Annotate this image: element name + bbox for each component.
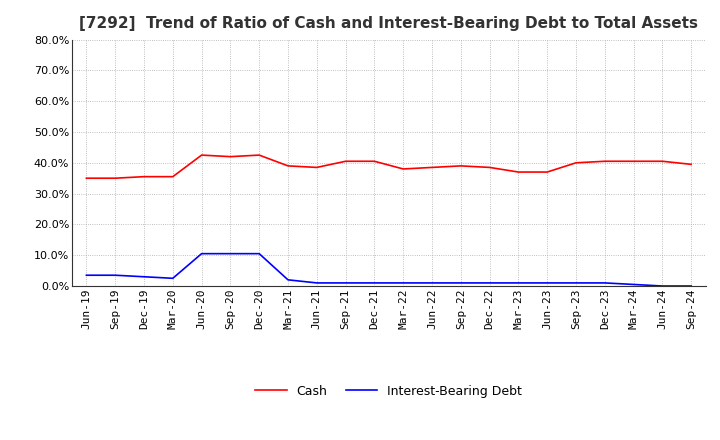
Cash <box>197 152 206 158</box>
Interest-Bearing Debt <box>197 251 206 256</box>
Interest-Bearing Debt <box>428 280 436 286</box>
Cash <box>687 161 696 167</box>
Cash <box>658 158 667 164</box>
Cash <box>370 158 379 164</box>
Interest-Bearing Debt <box>140 274 148 279</box>
Interest-Bearing Debt <box>687 283 696 289</box>
Line: Cash: Cash <box>86 155 691 178</box>
Interest-Bearing Debt <box>600 280 609 286</box>
Cash <box>82 176 91 181</box>
Cash <box>255 152 264 158</box>
Cash <box>399 166 408 172</box>
Cash <box>312 165 321 170</box>
Interest-Bearing Debt <box>341 280 350 286</box>
Cash <box>140 174 148 180</box>
Cash <box>543 169 552 175</box>
Cash <box>284 163 292 169</box>
Interest-Bearing Debt <box>82 272 91 278</box>
Interest-Bearing Debt <box>456 280 465 286</box>
Interest-Bearing Debt <box>514 280 523 286</box>
Title: [7292]  Trend of Ratio of Cash and Interest-Bearing Debt to Total Assets: [7292] Trend of Ratio of Cash and Intere… <box>79 16 698 32</box>
Line: Interest-Bearing Debt: Interest-Bearing Debt <box>86 253 691 286</box>
Interest-Bearing Debt <box>284 277 292 282</box>
Interest-Bearing Debt <box>658 283 667 289</box>
Interest-Bearing Debt <box>399 280 408 286</box>
Cash <box>168 174 177 180</box>
Interest-Bearing Debt <box>629 282 638 287</box>
Interest-Bearing Debt <box>485 280 494 286</box>
Cash <box>514 169 523 175</box>
Interest-Bearing Debt <box>370 280 379 286</box>
Cash <box>226 154 235 159</box>
Cash <box>629 158 638 164</box>
Cash <box>341 158 350 164</box>
Interest-Bearing Debt <box>255 251 264 256</box>
Interest-Bearing Debt <box>312 280 321 286</box>
Interest-Bearing Debt <box>572 280 580 286</box>
Interest-Bearing Debt <box>226 251 235 256</box>
Cash <box>428 165 436 170</box>
Cash <box>485 165 494 170</box>
Legend: Cash, Interest-Bearing Debt: Cash, Interest-Bearing Debt <box>251 380 527 403</box>
Cash <box>111 176 120 181</box>
Cash <box>572 160 580 165</box>
Interest-Bearing Debt <box>543 280 552 286</box>
Cash <box>600 158 609 164</box>
Cash <box>456 163 465 169</box>
Interest-Bearing Debt <box>111 272 120 278</box>
Interest-Bearing Debt <box>168 275 177 281</box>
